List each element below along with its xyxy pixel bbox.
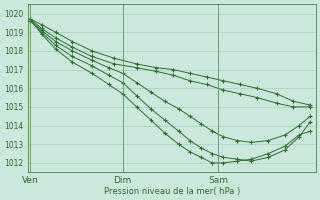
X-axis label: Pression niveau de la mer( hPa ): Pression niveau de la mer( hPa ) — [104, 187, 240, 196]
